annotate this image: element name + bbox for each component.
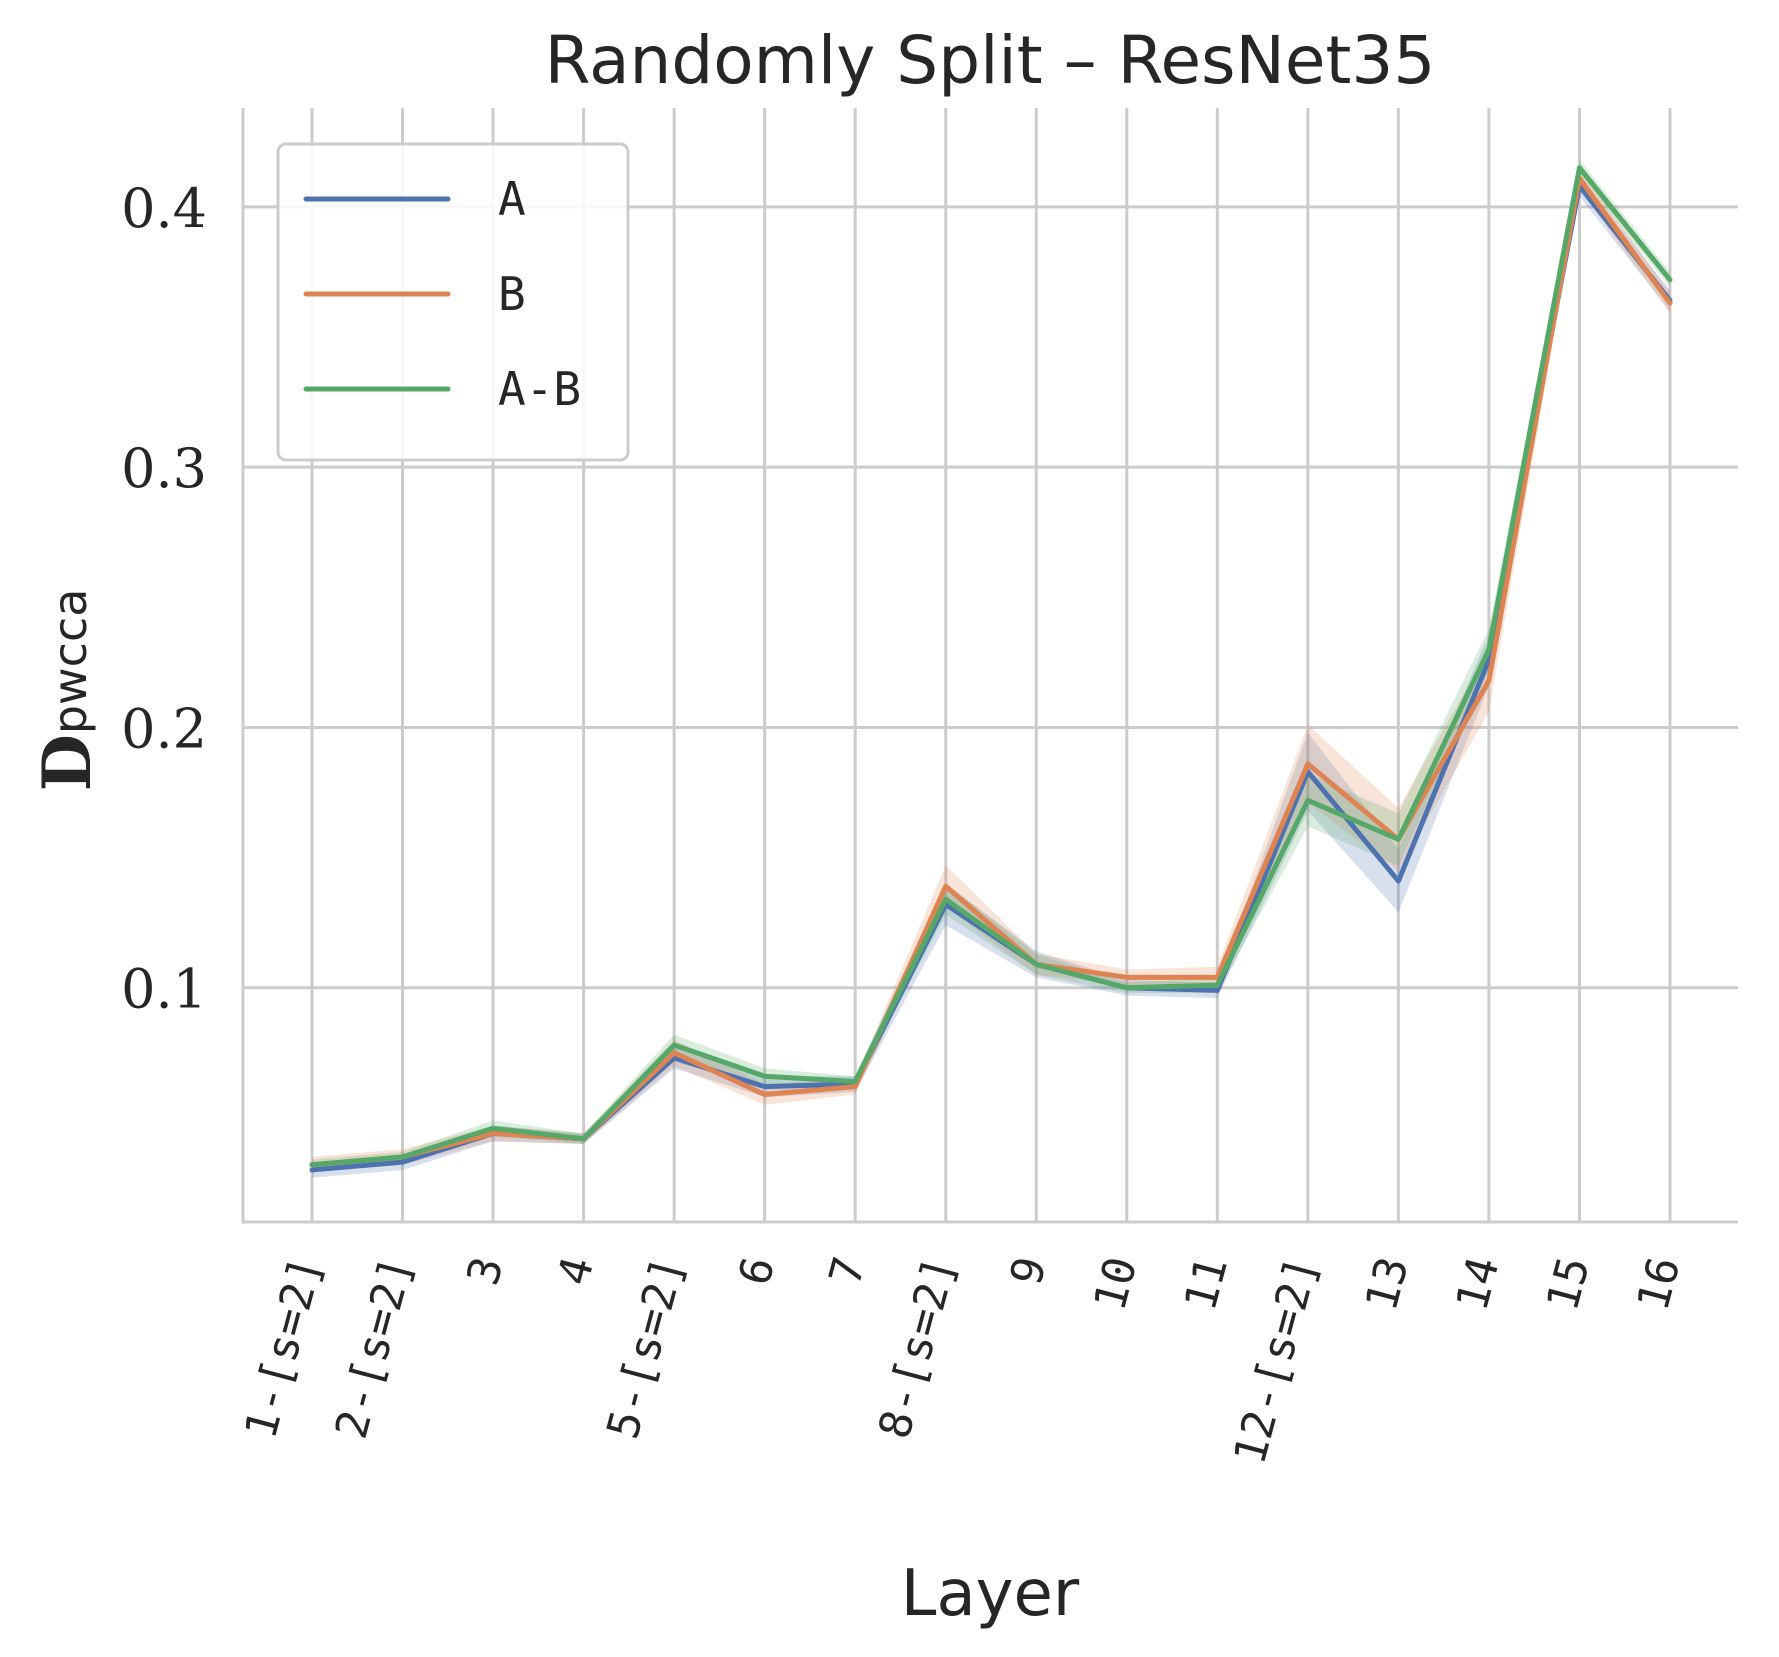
x-tick-label: 7 — [820, 1252, 876, 1291]
x-tick-label: 15 — [1537, 1252, 1600, 1316]
series-line-b — [309, 175, 1673, 1168]
x-tick-label: 3 — [458, 1252, 514, 1291]
x-axis-label: Layer — [901, 1557, 1080, 1631]
legend: AB A-B — [276, 142, 630, 462]
x-tick-label: 2-[s=2] — [326, 1252, 423, 1444]
legend-entries: AB A-B — [303, 172, 581, 416]
axis-spine — [241, 108, 1738, 1224]
y-tick-label: 0.3 — [121, 437, 207, 500]
axes-spines — [241, 108, 1738, 1224]
x-tick-label: 5-[s=2] — [598, 1252, 695, 1444]
chart-title: Randomly Split – ResNet35 — [545, 22, 1436, 99]
x-tick-label: 4 — [548, 1252, 604, 1291]
y-tick-label: 0.1 — [121, 958, 207, 1021]
series-line-a-b — [309, 165, 1673, 1168]
y-axis-label-main: D — [28, 734, 106, 791]
x-tick-label: 6 — [729, 1252, 785, 1291]
x-tick-label: 16 — [1628, 1252, 1691, 1316]
legend-label-a: A — [498, 172, 526, 226]
series-lines — [309, 165, 1673, 1173]
y-axis-label-text: Dpwcca — [28, 589, 106, 792]
legend-label-b: B — [498, 267, 526, 321]
x-tick-label: 1-[s=2] — [235, 1252, 332, 1444]
legend-label-a-b: A-B — [498, 362, 581, 416]
x-tick-label: 11 — [1175, 1252, 1238, 1316]
y-tick-label: 0.4 — [121, 177, 207, 240]
x-tick-label: 12-[s=2] — [1224, 1252, 1328, 1470]
y-axis-label: Dpwcca — [28, 589, 106, 792]
y-tick-label: 0.2 — [121, 697, 207, 760]
x-tick-label: 13 — [1356, 1252, 1419, 1316]
x-tick-label: 14 — [1447, 1252, 1510, 1316]
x-tick-label: 10 — [1084, 1252, 1147, 1316]
x-tick-label: 9 — [1001, 1252, 1057, 1291]
x-tick-label: 8-[s=2] — [869, 1252, 966, 1444]
legend-frame — [276, 142, 630, 462]
y-tick-labels: 0.1 0.2 0.3 0.4 — [121, 177, 207, 1021]
x-tick-labels: 1-[s=2]2-[s=2] 3 45-[s=2] 6 78-[s=2] 9 10 1112-… — [235, 1252, 1690, 1470]
y-axis-label-sub: pwcca — [43, 589, 97, 735]
